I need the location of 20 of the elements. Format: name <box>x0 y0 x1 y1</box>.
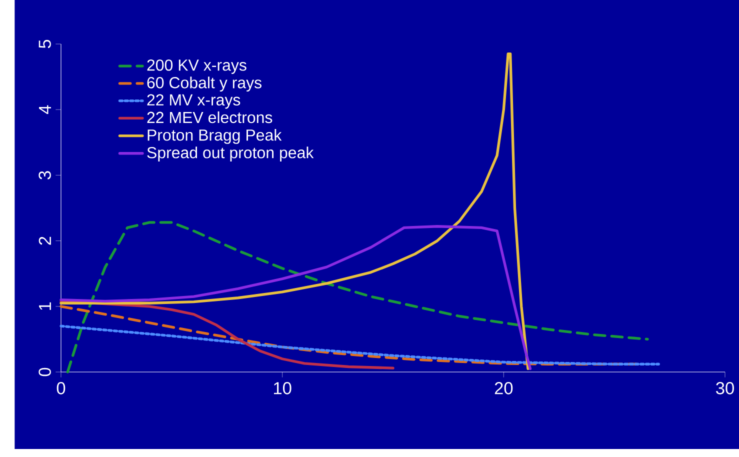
legend-label: 22 MEV electrons <box>147 111 272 124</box>
legend-label: 200 KV x-rays <box>147 59 246 74</box>
legend-label: Proton Bragg Peak <box>148 128 282 144</box>
line-series <box>66 221 649 374</box>
legend-label: 60 Cobalt y rays <box>147 76 262 92</box>
y-tick-label: 5 <box>38 40 51 48</box>
y-tick-label: 2 <box>38 236 51 245</box>
x-tick-label: 0 <box>56 382 66 394</box>
y-tick-label: 1 <box>39 302 51 310</box>
y-tick-label: 4 <box>39 105 51 114</box>
x-tick-label: 10 <box>274 382 292 394</box>
y-tick-label: 0 <box>38 368 51 376</box>
y-tick-label: 3 <box>38 171 51 180</box>
line-series <box>60 52 530 370</box>
x-tick-label: 30 <box>716 382 734 394</box>
line-series <box>60 225 532 370</box>
x-tick-label: 20 <box>494 382 513 394</box>
legend-label: 22 MV x-rays <box>147 94 240 109</box>
line-series <box>60 324 660 366</box>
legend-label: Spread out proton peak <box>147 146 314 162</box>
